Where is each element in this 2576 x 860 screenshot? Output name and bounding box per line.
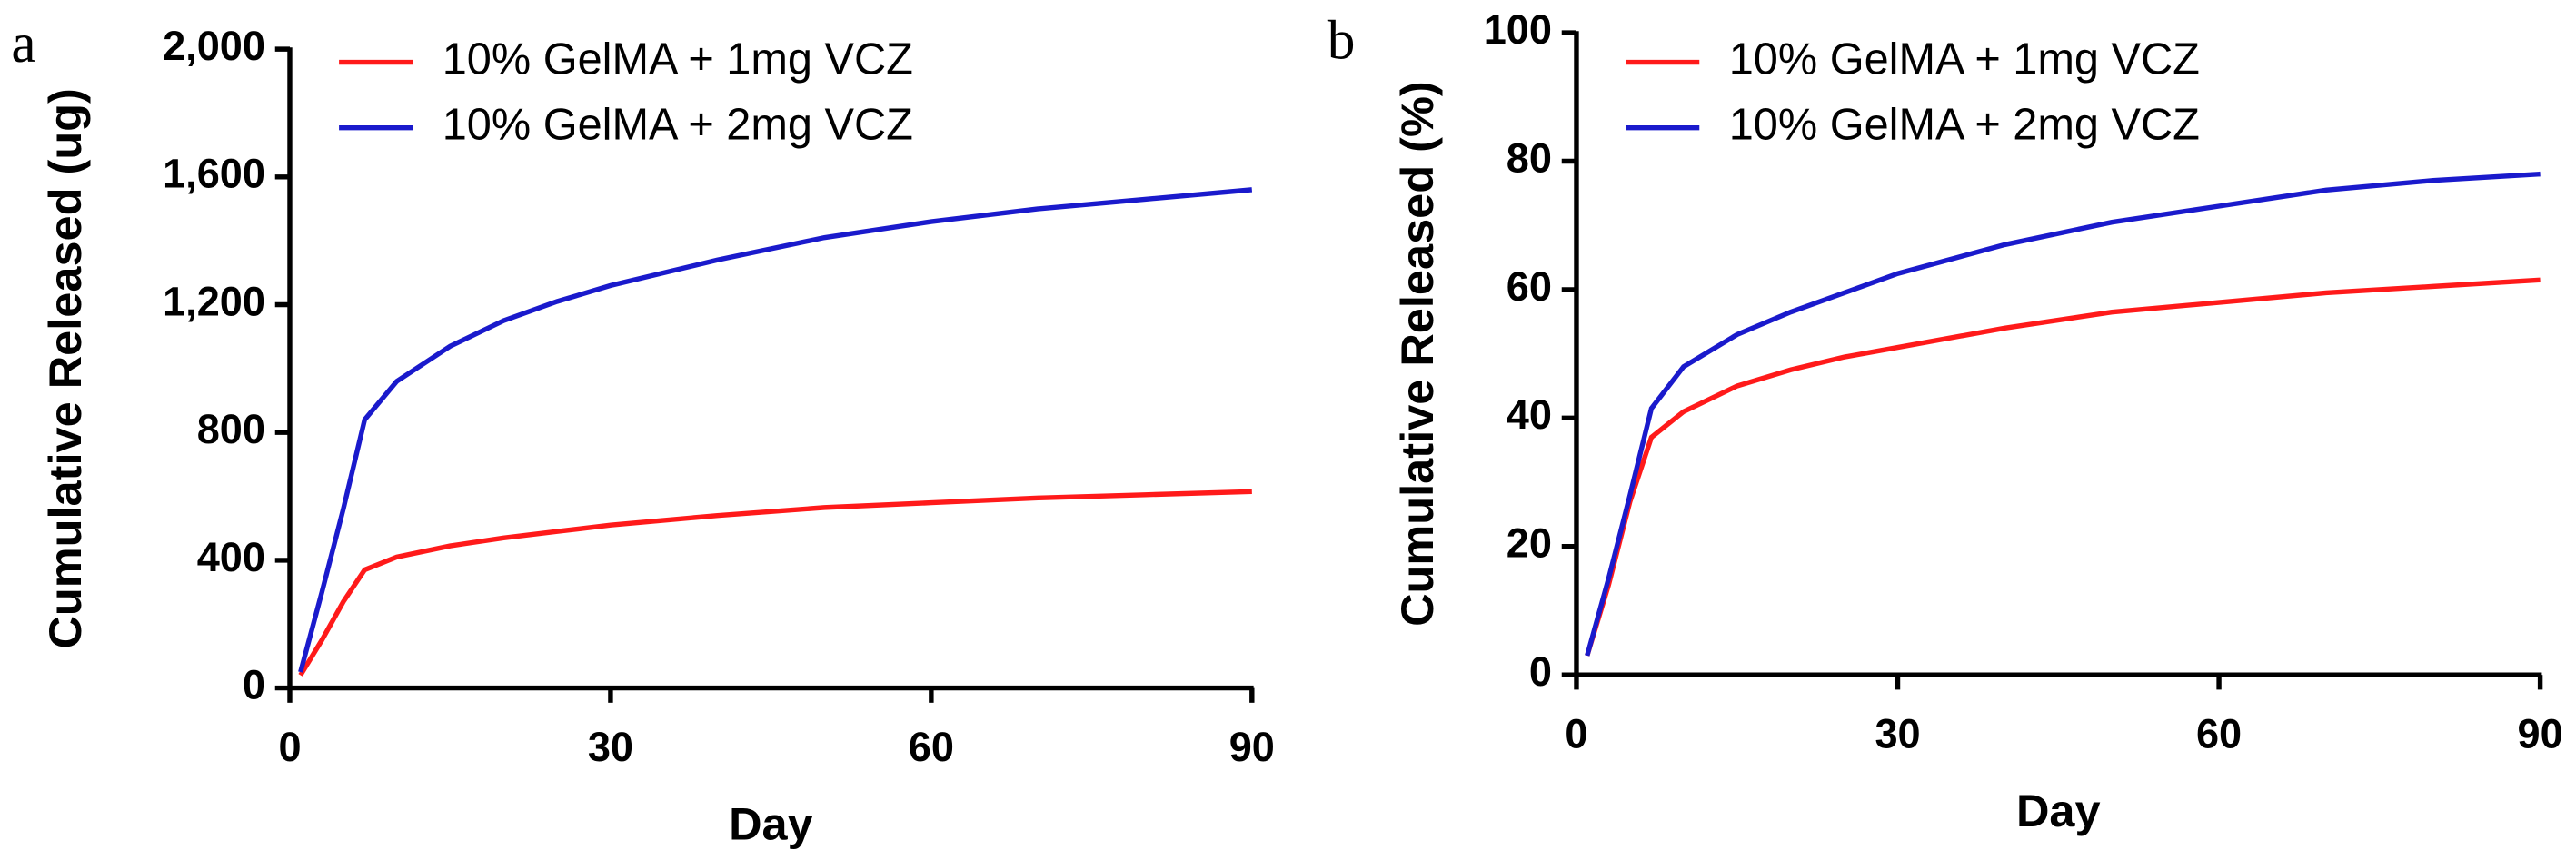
x-axis-label: Day [729,797,813,849]
y-tick-label: 400 [197,534,265,580]
legend-label: 10% GelMA + 2mg VCZ [443,101,913,150]
y-tick-label: 0 [243,662,265,708]
x-tick-label: 0 [1565,711,1587,757]
y-tick-label: 100 [1484,6,1552,53]
y-tick-label: 800 [197,406,265,452]
series-line [1585,171,2541,657]
x-tick-label: 60 [909,724,954,770]
y-tick-label: 1,600 [163,151,265,197]
y-tick-label: 40 [1507,391,1552,438]
series-line [1585,277,2541,657]
x-tick-label: 30 [588,724,633,770]
y-tick-label: 80 [1507,134,1552,181]
panel-label: b [1328,10,1356,72]
y-tick-label: 1,200 [163,278,265,324]
x-tick-label: 30 [1875,711,1920,757]
y-tick-label: 60 [1507,263,1552,310]
legend-label: 10% GelMA + 2mg VCZ [1729,101,2200,150]
series-line [298,187,1253,673]
legend-label: 10% GelMA + 1mg VCZ [443,35,913,84]
legend-label: 10% GelMA + 1mg VCZ [1729,35,2200,84]
series-line [298,489,1252,677]
panel-label: a [11,13,35,74]
y-tick-label: 0 [1529,648,1552,695]
x-tick-label: 0 [278,724,301,770]
x-axis-label: Day [2016,785,2101,836]
y-axis-label: Cumulative Released (ug) [39,88,91,648]
y-tick-label: 2,000 [163,23,265,69]
y-axis-label: Cumulative Released (%) [1391,81,1443,627]
y-tick-label: 20 [1507,520,1552,567]
x-tick-label: 90 [1229,724,1275,770]
x-tick-label: 60 [2196,711,2242,757]
x-tick-label: 90 [2518,711,2563,757]
